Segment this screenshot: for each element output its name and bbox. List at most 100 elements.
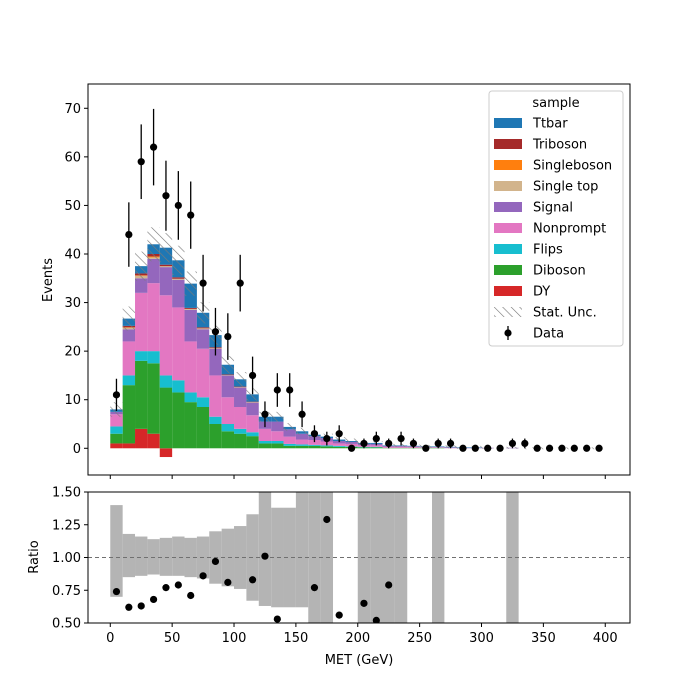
ratio-band-segment [506,492,519,623]
data-point [112,391,121,399]
ratio-point [372,616,380,623]
bar-nonprompt [308,440,321,445]
data-point [298,410,306,418]
bar-single-top [196,328,210,330]
ratio-band-segment [159,537,173,576]
data-point [310,430,319,438]
bar-triboson [196,327,210,329]
ratio-band-segment [394,492,408,623]
data-points [112,108,603,452]
ratio-band-segment [184,537,197,578]
x-tick-label: 0 [106,631,114,646]
data-point [125,230,133,239]
data-point [360,439,368,448]
bar-single-top [184,308,197,310]
legend-swatch [494,265,522,275]
data-point [471,444,479,452]
x-tick-label: 350 [531,631,556,646]
bar-flips [271,441,284,444]
data-point [397,434,405,443]
data-point [434,439,442,448]
bar-flips [172,380,185,393]
ratio-band-segment [110,505,123,597]
bar-diboson [333,446,346,449]
ratio-y-tick-label: 0.75 [52,584,81,599]
y-tick-label: 20 [64,345,81,360]
ratio-point [137,602,145,610]
bar-flips [184,392,197,403]
legend-swatch [494,181,522,191]
legend-swatch [494,160,522,170]
ratio-band-segment [382,492,395,623]
y-tick-label: 70 [64,102,81,117]
bar-nonprompt [283,436,296,444]
bar-dy [147,433,160,449]
bar-signal [135,278,148,293]
bar-nonprompt [370,445,383,447]
data-point [347,444,356,452]
data-point [583,444,591,452]
ratio-y-ticks: 0.50 0.75 1.00 1.25 1.50 [52,486,88,632]
ratio-band-segment [283,507,296,608]
bar-flips [234,428,247,434]
legend-label: Diboson [533,264,586,279]
ratio-band-segment [221,528,235,587]
stat-unc-band [345,438,358,444]
data-point [422,444,430,452]
data-point [236,279,244,287]
ratio-point [335,611,343,619]
ratio-point [187,591,195,600]
data-point [409,439,418,448]
legend-label: DY [533,285,550,300]
ratio-y-tick-label: 1.25 [52,518,81,533]
main-y-ticks: 0 10 20 30 40 50 60 70 [64,102,88,457]
legend-item: Single top [494,180,598,195]
bar-nonprompt [122,341,136,376]
y-tick-label: 0 [73,442,81,457]
bar-signal [147,258,160,284]
bar-signal [295,433,309,440]
bar-triboson [159,264,173,267]
bar-flips [221,424,235,432]
ratio-point [323,515,331,524]
data-point [273,386,281,394]
main-y-axis-label: Events [41,258,56,302]
bar-diboson [209,424,222,449]
ratio-point [211,557,220,566]
bar-flips [320,445,334,447]
bar-signal [184,309,197,342]
bar-dy [122,443,136,449]
legend-label: Signal [533,201,573,216]
bar-diboson [295,445,309,449]
bar-diboson [320,446,334,449]
stat-unc-band [135,251,148,281]
legend-marker [504,329,512,337]
legend-label: Stat. Unc. [533,306,597,321]
data-point [372,434,380,443]
stat-unc-band [271,411,284,422]
bar-diboson [147,363,160,434]
main-panel: 0 10 20 30 40 50 60 70 Events sample Ttbar Tribo… [41,83,631,479]
legend-label: Data [533,327,564,342]
legend-item: DY [494,285,550,300]
legend-swatch [494,202,522,212]
ratio-point [261,552,269,560]
stat-unc-band [159,233,173,263]
ratio-point [385,581,393,589]
ratio-point [248,576,257,584]
legend-label: Singleboson [533,159,612,174]
bar-nonprompt [271,431,284,441]
x-tick-label: 400 [593,631,618,646]
bar-signal [333,441,346,444]
stat-unc-band [184,271,197,296]
bar-flips [333,445,346,447]
legend-label: Single top [533,180,598,195]
bar-diboson [122,385,136,444]
bar-flips [147,351,160,364]
ratio-y-tick-label: 0.50 [52,617,81,632]
ratio-panel: 0.50 0.75 1.00 1.25 1.50 0 50 100 150 200 250 300 3… [27,486,631,668]
ratio-band-segment [258,492,272,606]
bar-nonprompt [159,295,173,376]
bar-flips [295,444,309,446]
